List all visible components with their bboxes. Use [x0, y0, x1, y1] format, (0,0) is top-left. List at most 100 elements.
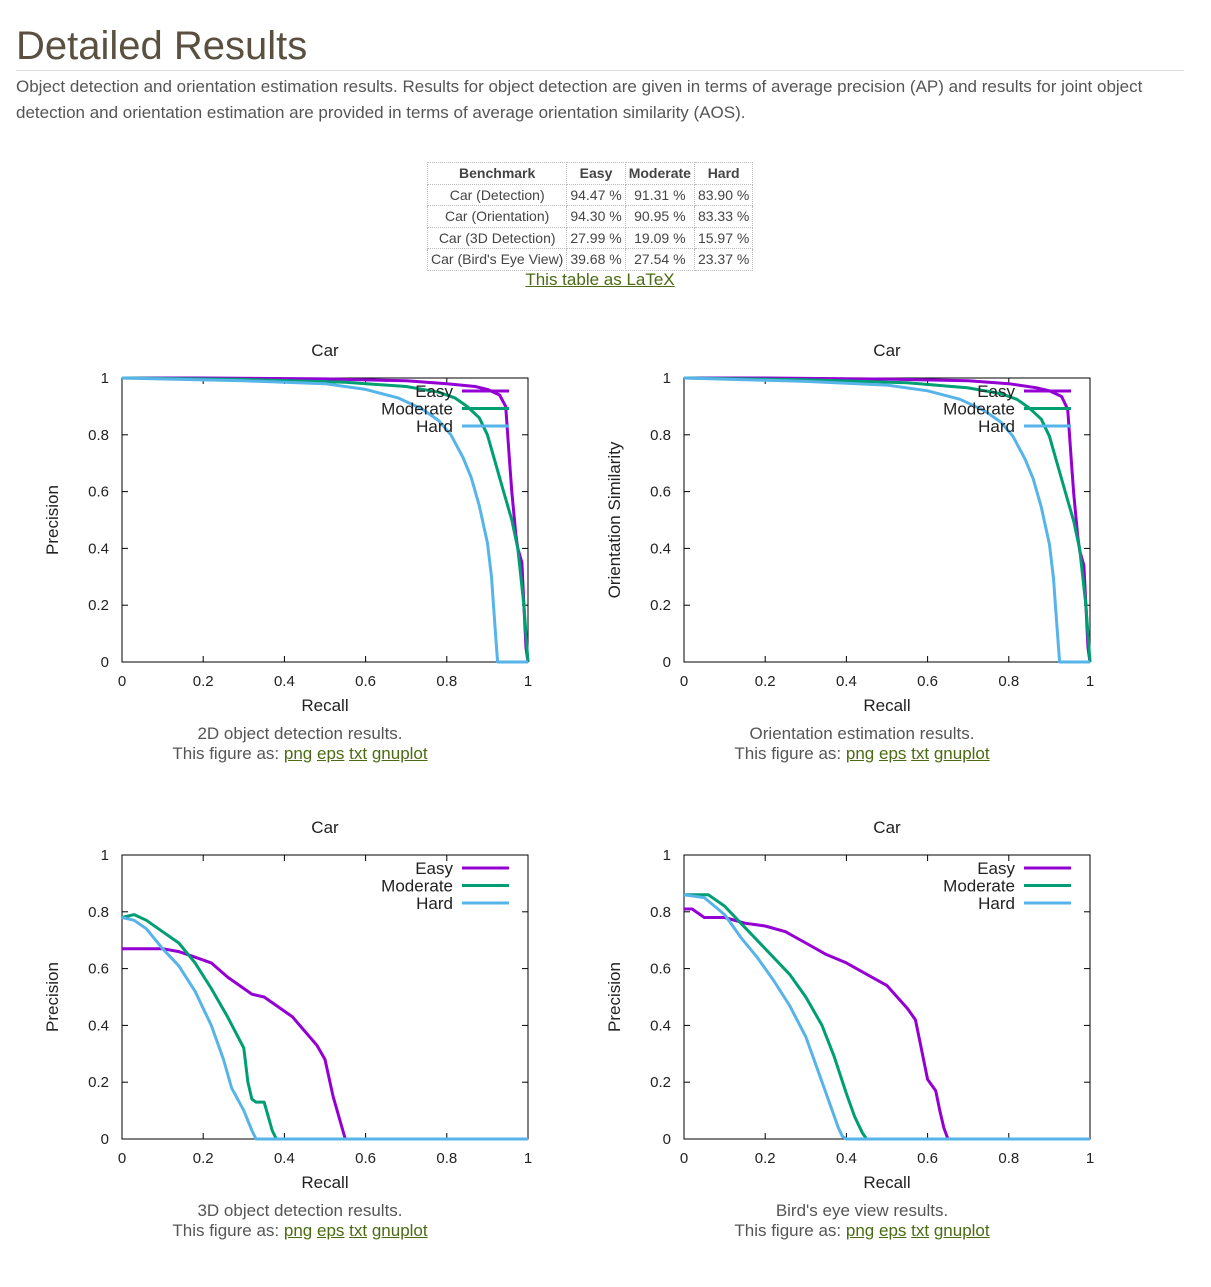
column-header-benchmark: Benchmark — [426, 162, 568, 185]
legend-label-easy: Easy — [415, 382, 453, 401]
caption-text: Orientation estimation results. — [749, 724, 975, 743]
y-axis-label: Precision — [43, 485, 62, 555]
txt-link[interactable]: txt — [911, 1221, 930, 1240]
table-cell: 83.90 % — [693, 183, 754, 206]
plot-frame — [683, 377, 1091, 663]
table-cell: Car (3D Detection) — [426, 226, 568, 249]
y-tick-label: 0.6 — [650, 484, 671, 501]
legend-label-moderate: Moderate — [943, 877, 1015, 896]
figure-orientation: 0 0.2 0.4 0.6 0.8 1 0 0.2 0.4 0.6 0.8 1 Car Recall Ori… — [562, 340, 1162, 810]
x-tick-label: 0.6 — [355, 673, 376, 690]
series-line-hard — [121, 376, 528, 664]
chart-title: Car — [311, 341, 339, 360]
series-line-easy — [684, 907, 1090, 1141]
y-tick-label: 0 — [663, 1131, 671, 1148]
png-link[interactable]: png — [845, 1221, 875, 1240]
links-prefix: This figure as: — [172, 744, 280, 763]
x-tick-label: 0.8 — [436, 673, 457, 690]
x-tick-label: 1 — [524, 673, 532, 690]
table-cell: 94.47 % — [566, 183, 626, 206]
plot-frame — [121, 377, 529, 663]
y-tick-label: 0.8 — [650, 904, 671, 921]
legend-label-hard: Hard — [978, 417, 1015, 436]
png-link[interactable]: png — [283, 744, 313, 763]
png-link[interactable]: png — [845, 744, 875, 763]
gnuplot-link[interactable]: gnuplot — [371, 744, 428, 763]
series-line-easy — [122, 947, 528, 1141]
x-tick-label: 0.4 — [274, 1150, 295, 1167]
links-prefix: This figure as: — [172, 1221, 280, 1240]
legend-label-easy: Easy — [977, 859, 1015, 878]
y-tick-label: 0.2 — [650, 597, 671, 614]
column-header-easy: Easy — [566, 162, 626, 185]
figure-caption: 3D object detection results. This figure… — [0, 1201, 600, 1241]
table-cell: 23.37 % — [693, 248, 754, 271]
y-tick-label: 0.8 — [650, 427, 671, 444]
table-row: Car (Orientation) 94.30 % 90.95 % 83.33 … — [426, 205, 754, 228]
y-tick-label: 0.8 — [88, 427, 109, 444]
y-tick-label: 0.6 — [650, 961, 671, 978]
x-tick-label: 0.8 — [998, 673, 1019, 690]
x-tick-label: 0.6 — [917, 673, 938, 690]
precision-recall-chart-bev: 0 0.2 0.4 0.6 0.8 1 0 0.2 0.4 0.6 0.8 1 Car Recall Pre… — [605, 818, 1094, 1192]
x-tick-label: 0.6 — [355, 1150, 376, 1167]
x-axis-label: Recall — [301, 1173, 348, 1192]
txt-link[interactable]: txt — [911, 744, 930, 763]
y-tick-label: 0.2 — [88, 1074, 109, 1091]
y-tick-label: 0.4 — [650, 1017, 671, 1034]
x-tick-label: 0.2 — [755, 673, 776, 690]
figure-caption: Bird's eye view results. This figure as:… — [562, 1201, 1162, 1241]
y-tick-label: 0.6 — [88, 484, 109, 501]
series-line-easy — [684, 376, 1092, 663]
table-cell: 94.30 % — [566, 205, 626, 228]
series-line-moderate — [684, 893, 1090, 1141]
legend-label-hard: Hard — [978, 894, 1015, 913]
legend-label-moderate: Moderate — [381, 400, 453, 419]
table-cell: Car (Bird's Eye View) — [426, 248, 568, 271]
eps-link[interactable]: eps — [878, 1221, 907, 1240]
figure-3d-detection: 0 0.2 0.4 0.6 0.8 1 0 0.2 0.4 0.6 0.8 1 Car Recall Pre… — [0, 817, 600, 1287]
eps-link[interactable]: eps — [316, 1221, 345, 1240]
table-header-row: Benchmark Easy Moderate Hard — [426, 162, 754, 185]
legend-label-easy: Easy — [977, 382, 1015, 401]
plot-frame — [683, 854, 1091, 1140]
legend-label-moderate: Moderate — [381, 877, 453, 896]
x-tick-label: 0.8 — [436, 1150, 457, 1167]
y-tick-label: 0.2 — [88, 597, 109, 614]
chart-title: Car — [873, 341, 901, 360]
table-cell: 15.97 % — [693, 226, 754, 249]
series-line-moderate — [121, 376, 530, 663]
table-row: Car (Bird's Eye View) 39.68 % 27.54 % 23… — [426, 248, 754, 271]
gnuplot-link[interactable]: gnuplot — [933, 744, 990, 763]
chart-title: Car — [311, 818, 339, 837]
table-cell: 27.54 % — [624, 248, 695, 271]
y-axis-label: Precision — [43, 962, 62, 1032]
intro-paragraph: Object detection and orientation estimat… — [16, 77, 1143, 122]
download-links: This figure as: png eps txt gnuplot — [0, 1221, 600, 1241]
y-tick-label: 1 — [101, 370, 109, 387]
x-tick-label: 0.2 — [755, 1150, 776, 1167]
txt-link[interactable]: txt — [349, 744, 368, 763]
x-tick-label: 1 — [1086, 1150, 1094, 1167]
eps-link[interactable]: eps — [878, 744, 907, 763]
table-cell: 83.33 % — [693, 205, 754, 228]
x-tick-label: 0.2 — [193, 673, 214, 690]
gnuplot-link[interactable]: gnuplot — [933, 1221, 990, 1240]
legend-label-hard: Hard — [416, 894, 453, 913]
legend-label-moderate: Moderate — [943, 400, 1015, 419]
y-tick-label: 1 — [101, 847, 109, 864]
gnuplot-link[interactable]: gnuplot — [371, 1221, 428, 1240]
x-axis-label: Recall — [301, 696, 348, 715]
x-tick-label: 0 — [118, 673, 126, 690]
y-tick-label: 0.6 — [88, 961, 109, 978]
table-cell: 90.95 % — [624, 205, 695, 228]
eps-link[interactable]: eps — [316, 744, 345, 763]
y-tick-label: 0.8 — [88, 904, 109, 921]
png-link[interactable]: png — [283, 1221, 313, 1240]
y-tick-label: 0 — [101, 1131, 109, 1148]
y-axis-label: Orientation Similarity — [605, 441, 624, 598]
txt-link[interactable]: txt — [349, 1221, 368, 1240]
orientation-similarity-chart: 0 0.2 0.4 0.6 0.8 1 0 0.2 0.4 0.6 0.8 1 Car Recall Ori… — [605, 341, 1094, 715]
latex-table-link[interactable]: This table as LaTeX — [525, 270, 675, 289]
legend-label-easy: Easy — [415, 859, 453, 878]
